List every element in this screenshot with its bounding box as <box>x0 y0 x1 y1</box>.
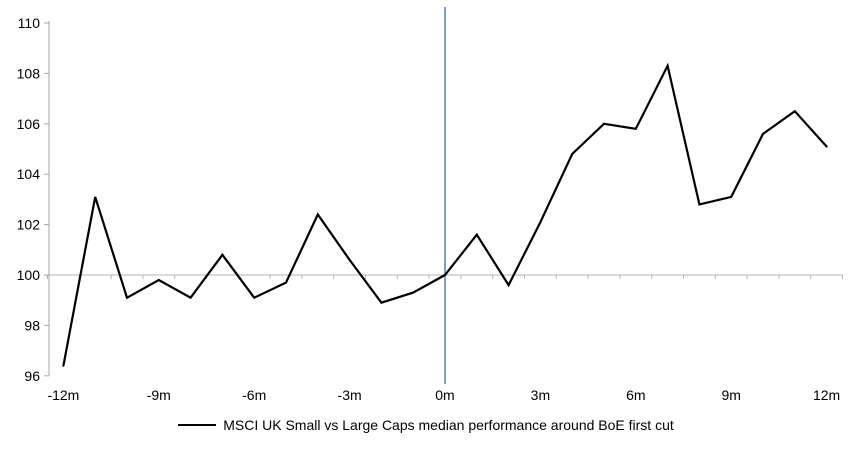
y-tick-label: 100 <box>17 267 41 283</box>
y-tick-label: 110 <box>18 15 41 31</box>
legend-label: MSCI UK Small vs Large Caps median perfo… <box>223 417 674 433</box>
series-line <box>62 62 828 367</box>
x-tick-label: 0m <box>435 387 454 403</box>
chart-canvas: 96 98 100 102 104 106 108 110 -12m -9m -6m -3m 0m 3m 6… <box>17 7 843 403</box>
x-tick-label: 3m <box>531 387 550 403</box>
x-tick-label: -6m <box>242 387 266 403</box>
y-tick-label: 104 <box>17 166 41 182</box>
x-tick-label: 6m <box>626 387 645 403</box>
legend: MSCI UK Small vs Large Caps median perfo… <box>24 417 828 433</box>
y-tick-label: 108 <box>17 65 41 81</box>
x-tick-label: -3m <box>338 387 362 403</box>
y-tick-label: 102 <box>17 217 41 233</box>
x-tick-label: -9m <box>147 387 171 403</box>
x-tick-label: 9m <box>721 387 740 403</box>
legend-line-swatch <box>178 424 217 426</box>
y-tick-label: 98 <box>24 317 40 333</box>
y-tick-label: 96 <box>24 368 40 384</box>
x-tick-label: 12m <box>813 387 840 403</box>
x-tick-label: -12m <box>47 387 79 403</box>
y-tick-label: 106 <box>17 116 41 132</box>
